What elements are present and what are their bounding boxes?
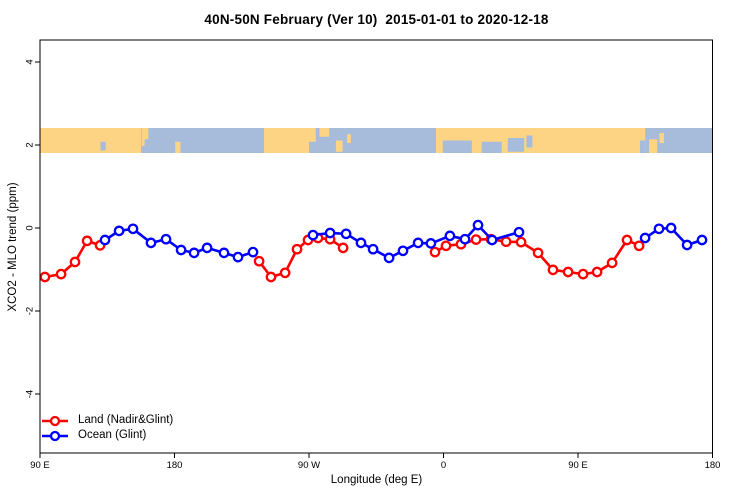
x-axis-label: Longitude (deg E) — [330, 474, 423, 486]
ocean-series-point — [513, 226, 525, 238]
legend-label-land: Land (Nadir&Glint) — [78, 414, 174, 426]
y-tick-label: 4 — [25, 59, 36, 64]
y-tick-label: -4 — [25, 390, 36, 398]
ocean-series-point — [459, 233, 471, 245]
land-series-point — [621, 234, 633, 246]
ocean-series-point — [145, 237, 157, 249]
ocean-series-point — [665, 222, 677, 234]
map-strip-ocean-detail — [507, 138, 525, 152]
land-series-point — [606, 257, 618, 269]
y-axis-label: XCO2 - MLO trend (ppm) — [7, 182, 19, 312]
x-tick-label: 180 — [705, 460, 721, 471]
land-series-point — [577, 268, 589, 280]
ocean-series-point — [681, 239, 693, 251]
land-series-point — [591, 266, 603, 278]
legend: Land (Nadir&Glint) Ocean (Glint) — [41, 413, 173, 443]
ocean-series-point — [160, 233, 172, 245]
ocean-series-marker-icon — [42, 430, 68, 441]
ocean-series-point — [383, 252, 395, 264]
map-strip-land-detail — [335, 140, 343, 152]
map-strip-land-segment — [264, 128, 309, 153]
map-strip-ocean-detail — [100, 141, 106, 151]
map-strip-land-detail — [659, 133, 664, 143]
land-series-point — [291, 243, 303, 255]
ocean-series-point — [486, 234, 498, 246]
map-strip-land-detail — [347, 134, 351, 143]
map-strip-land-detail — [141, 139, 145, 146]
ocean-series-point — [232, 251, 244, 263]
land-series-point — [39, 271, 51, 283]
map-strip-land-detail — [308, 128, 316, 142]
ocean-series-point — [201, 242, 213, 254]
map-strip-land-detail — [319, 128, 330, 137]
ocean-series-point — [367, 243, 379, 255]
map-strip-ocean-segment — [309, 128, 437, 153]
land-series-point — [279, 267, 291, 279]
x-tick-label: 180 — [167, 460, 183, 471]
ocean-series-point — [127, 223, 139, 235]
ocean-series-point — [188, 247, 200, 259]
land-series-point — [69, 256, 81, 268]
map-strip-land-detail — [141, 128, 149, 140]
ocean-series-point — [113, 225, 125, 237]
ocean-series-point — [355, 237, 367, 249]
map-strip-ocean-detail — [481, 141, 502, 153]
ocean-series-point — [425, 238, 437, 249]
ocean-series-point — [324, 227, 336, 239]
map-strip-ocean-segment — [141, 128, 265, 153]
plot-box — [39, 39, 713, 454]
ocean-series-point — [412, 237, 424, 249]
land-series-point — [81, 235, 93, 247]
ocean-series-point — [653, 223, 665, 235]
ocean-series-point — [472, 219, 484, 231]
map-strip-land-segment — [40, 128, 142, 153]
ocean-series-point — [307, 229, 319, 241]
legend-label-ocean: Ocean (Glint) — [78, 429, 147, 441]
land-series-point — [265, 271, 277, 283]
legend-item-land: Land (Nadir&Glint) — [41, 413, 173, 428]
map-strip-land-detail — [648, 139, 658, 153]
map-strip-ocean-detail — [640, 140, 646, 153]
land-series-point — [515, 236, 527, 248]
map-strip-land-detail — [175, 141, 181, 153]
y-tick-label: 2 — [25, 142, 36, 147]
land-series-point — [470, 234, 482, 245]
x-tick-label: 0 — [441, 460, 446, 471]
y-tick-label: -2 — [25, 307, 36, 315]
map-strip-ocean-detail — [526, 135, 533, 148]
ocean-series-point — [696, 234, 708, 246]
land-series-point — [429, 246, 441, 258]
land-series-point — [55, 268, 67, 280]
ocean-series-point — [639, 232, 651, 244]
x-tick-label: 90 W — [298, 460, 320, 471]
ocean-series-point — [340, 228, 352, 240]
land-series-point — [633, 240, 645, 252]
ocean-series-point — [175, 244, 187, 256]
ocean-series-point — [218, 247, 230, 259]
land-series-marker-icon — [42, 415, 68, 426]
land-series-point — [253, 255, 265, 267]
land-series-point — [337, 242, 349, 254]
map-strip-ocean-detail — [442, 140, 472, 153]
ocean-series-point — [444, 230, 456, 242]
ocean-series-point — [99, 234, 111, 246]
ocean-series-point — [247, 246, 259, 258]
x-tick-label: 90 E — [568, 460, 588, 471]
x-tick-label: 90 E — [30, 460, 50, 471]
land-series-point — [440, 240, 452, 252]
legend-item-ocean: Ocean (Glint) — [41, 428, 173, 443]
y-tick-label: 0 — [25, 225, 36, 230]
land-series-point — [562, 266, 574, 278]
land-series-point — [532, 247, 544, 259]
ocean-series-point — [397, 245, 409, 257]
land-series-point — [500, 236, 512, 248]
chart-title: 40N-50N February (Ver 10) 2015-01-01 to … — [204, 12, 549, 27]
land-series-point — [547, 264, 559, 276]
